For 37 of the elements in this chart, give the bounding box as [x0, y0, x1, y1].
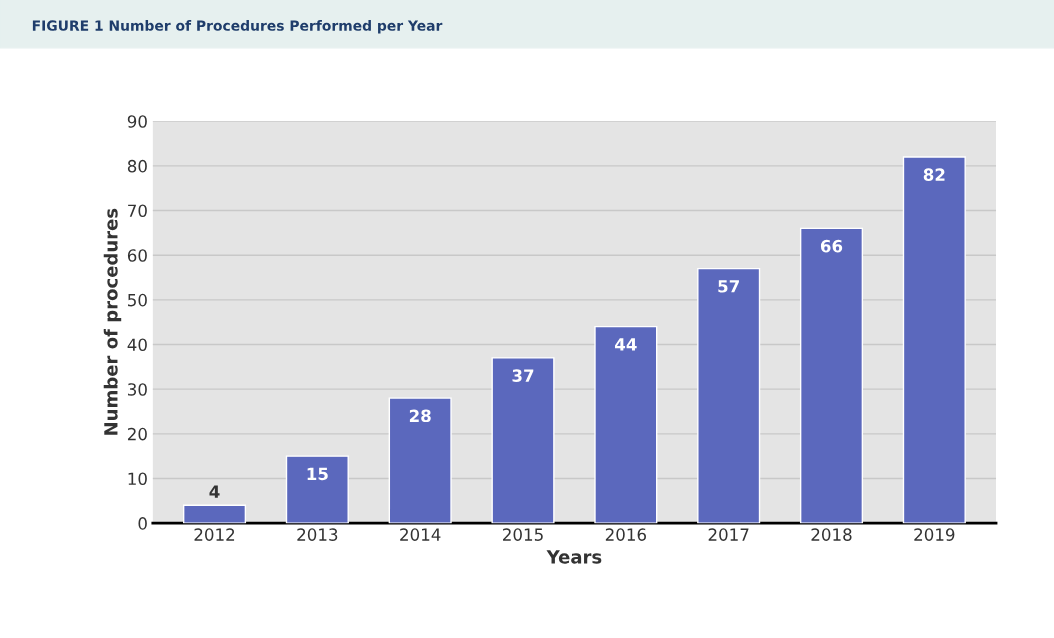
bar [902, 156, 966, 524]
bar [594, 325, 658, 524]
x-axis-title: Years [546, 550, 602, 564]
x-tick-label: 2016 [605, 528, 646, 541]
y-tick-label: 0 [138, 517, 147, 530]
bar [491, 357, 555, 524]
y-tick-label: 10 [128, 472, 147, 486]
y-tick-label: 90 [127, 115, 147, 128]
x-tick-label: 2015 [503, 528, 543, 541]
y-tick-label: 40 [127, 338, 147, 352]
data-label: 15 [307, 467, 328, 481]
chart-title: FIGURE 1 Number of Procedures Performed per Year [32, 20, 443, 34]
x-tick-label: 2014 [400, 528, 441, 541]
x-tick-label: 2019 [914, 528, 955, 541]
x-tick-label: 2017 [708, 528, 749, 541]
data-label: 4 [209, 485, 220, 498]
bar [182, 504, 247, 524]
y-tick-label: 30 [128, 383, 147, 396]
data-label: 28 [409, 409, 431, 423]
data-label: 82 [923, 168, 945, 181]
x-tick-label: 2013 [297, 528, 338, 541]
y-axis-title: Number of procedures [103, 208, 122, 435]
y-tick-label: 20 [127, 427, 147, 441]
bar [799, 227, 864, 524]
x-tick-label: 2012 [194, 528, 235, 541]
x-tick-label: 2018 [811, 528, 852, 541]
data-label: 44 [615, 338, 637, 351]
bar [285, 455, 349, 524]
y-tick-label: 50 [128, 293, 147, 307]
data-label: 37 [512, 369, 534, 382]
y-tick-label: 80 [127, 159, 147, 173]
data-label: 57 [718, 280, 739, 293]
bar [697, 267, 761, 524]
y-tick-label: 60 [127, 249, 147, 262]
y-tick-label: 70 [128, 204, 147, 218]
data-label: 66 [820, 239, 843, 253]
bar [388, 397, 452, 524]
